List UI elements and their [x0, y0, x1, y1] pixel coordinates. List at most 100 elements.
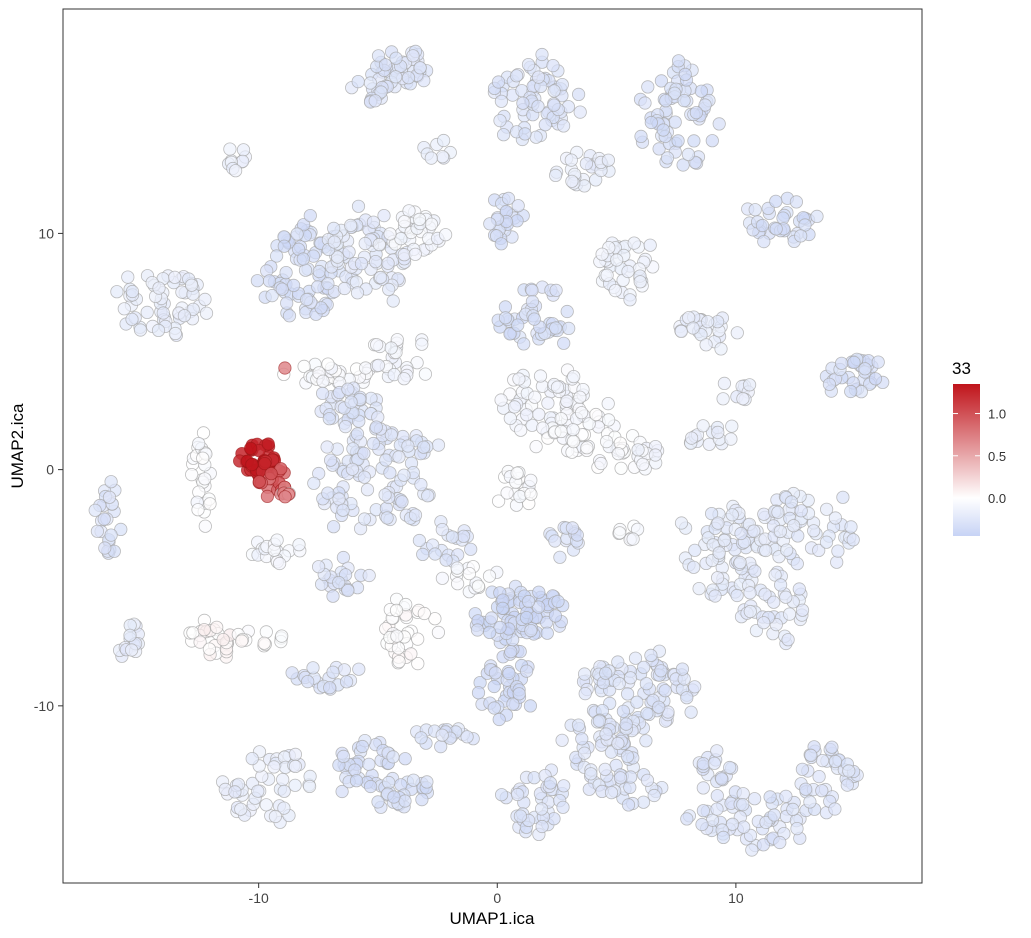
data-point — [654, 664, 668, 678]
data-point — [620, 749, 635, 764]
data-point — [514, 423, 528, 437]
data-point — [519, 664, 534, 678]
data-point — [789, 195, 804, 209]
data-point — [435, 522, 449, 537]
data-point — [335, 784, 349, 799]
data-point — [363, 779, 378, 794]
y-tick-label: 0 — [46, 462, 54, 478]
data-point — [550, 380, 565, 394]
data-point — [401, 439, 415, 453]
data-point — [529, 130, 543, 144]
data-point — [168, 270, 182, 284]
data-point — [389, 51, 403, 65]
data-point — [554, 412, 568, 426]
data-point — [699, 338, 713, 352]
data-point — [265, 288, 279, 303]
data-point — [634, 129, 648, 143]
data-point — [636, 457, 650, 471]
legend-ticks: 1.0 0.5 0.0 — [953, 407, 1006, 506]
data-point — [571, 718, 586, 732]
data-point — [302, 779, 317, 794]
data-point — [345, 462, 359, 476]
data-point — [525, 294, 540, 309]
data-point — [674, 324, 688, 338]
data-point — [825, 740, 839, 754]
data-point — [496, 128, 511, 142]
data-point — [261, 437, 275, 451]
data-point — [747, 792, 762, 806]
data-point — [312, 264, 326, 279]
data-point — [97, 512, 111, 526]
data-point — [767, 808, 781, 822]
data-point — [511, 199, 525, 213]
data-point — [494, 237, 508, 251]
data-point — [759, 543, 773, 558]
data-point — [421, 489, 435, 503]
data-point — [584, 767, 598, 781]
data-point — [768, 568, 782, 582]
data-point — [363, 76, 377, 90]
data-point — [810, 209, 824, 223]
data-point — [349, 774, 364, 788]
data-point — [871, 355, 885, 369]
data-point — [533, 369, 548, 383]
data-point — [579, 157, 594, 171]
data-point — [804, 748, 818, 763]
data-point — [351, 75, 365, 89]
data-point — [301, 674, 315, 689]
data-point — [535, 47, 549, 62]
data-point — [339, 675, 354, 689]
data-point — [551, 594, 565, 609]
data-point — [152, 281, 166, 295]
data-point — [326, 520, 341, 534]
data-point — [502, 666, 516, 681]
data-point — [277, 239, 291, 253]
data-point — [730, 588, 744, 603]
data-point — [358, 236, 372, 251]
data-point — [757, 616, 771, 630]
data-point — [193, 635, 207, 649]
data-point — [197, 623, 211, 637]
data-point — [694, 84, 709, 98]
data-point — [98, 541, 112, 555]
data-point — [279, 265, 293, 280]
data-point — [794, 229, 808, 243]
data-point — [354, 256, 369, 271]
data-point — [786, 519, 801, 533]
data-point — [613, 771, 628, 785]
data-point — [386, 294, 400, 308]
data-point — [316, 374, 330, 388]
data-point — [621, 798, 636, 812]
data-point — [383, 466, 397, 480]
data-point — [612, 676, 626, 691]
data-point — [424, 217, 439, 231]
data-point — [332, 492, 346, 506]
data-point — [812, 769, 826, 784]
data-point — [779, 789, 793, 803]
data-point — [471, 579, 485, 593]
data-point — [667, 86, 682, 100]
y-axis-title: UMAP2.ica — [8, 403, 27, 489]
data-point — [503, 411, 517, 425]
data-point — [748, 564, 762, 578]
data-point — [394, 232, 408, 246]
data-point — [286, 278, 301, 292]
data-point — [509, 69, 524, 83]
data-point — [438, 228, 453, 242]
data-point — [125, 284, 139, 299]
data-point — [715, 772, 729, 786]
data-point — [532, 407, 546, 421]
data-point — [619, 717, 633, 731]
data-point — [831, 544, 845, 558]
data-point — [611, 655, 625, 669]
data-point — [264, 467, 278, 481]
data-point — [567, 369, 581, 384]
data-point — [704, 506, 719, 521]
data-point — [782, 607, 797, 621]
data-point — [125, 312, 139, 326]
data-point — [252, 475, 266, 489]
data-point — [280, 296, 294, 310]
data-point — [640, 706, 654, 721]
data-point — [631, 443, 645, 457]
data-point — [830, 555, 844, 569]
